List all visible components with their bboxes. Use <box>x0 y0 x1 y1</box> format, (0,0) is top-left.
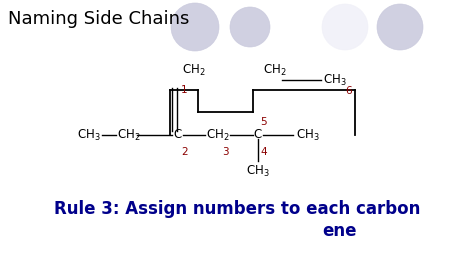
Text: 3: 3 <box>222 147 228 157</box>
Text: ene: ene <box>323 222 357 240</box>
Text: $\mathregular{CH_2}$: $\mathregular{CH_2}$ <box>182 63 206 78</box>
Text: $\mathregular{CH_3}$: $\mathregular{CH_3}$ <box>296 127 319 143</box>
Text: 1: 1 <box>181 85 188 95</box>
Text: $\mathregular{CH_3}$: $\mathregular{CH_3}$ <box>246 164 270 179</box>
Text: 5: 5 <box>260 117 266 127</box>
Circle shape <box>377 4 423 50</box>
Text: C: C <box>254 128 262 142</box>
Text: $\mathregular{CH_2}$: $\mathregular{CH_2}$ <box>206 127 230 143</box>
Text: $\mathregular{CH_2}$: $\mathregular{CH_2}$ <box>117 127 141 143</box>
Text: C: C <box>174 128 182 142</box>
Circle shape <box>230 7 270 47</box>
Text: $\mathregular{CH_2}$: $\mathregular{CH_2}$ <box>263 63 287 78</box>
Text: Naming Side Chains: Naming Side Chains <box>8 10 190 28</box>
Circle shape <box>322 4 368 50</box>
Text: 6: 6 <box>345 86 352 96</box>
Text: $\mathregular{CH_3}$: $\mathregular{CH_3}$ <box>77 127 101 143</box>
Text: 4: 4 <box>260 147 266 157</box>
Text: $\mathregular{CH_3}$: $\mathregular{CH_3}$ <box>323 72 346 88</box>
Text: 2: 2 <box>181 147 188 157</box>
Circle shape <box>171 3 219 51</box>
Text: Rule 3: Assign numbers to each carbon: Rule 3: Assign numbers to each carbon <box>54 200 420 218</box>
